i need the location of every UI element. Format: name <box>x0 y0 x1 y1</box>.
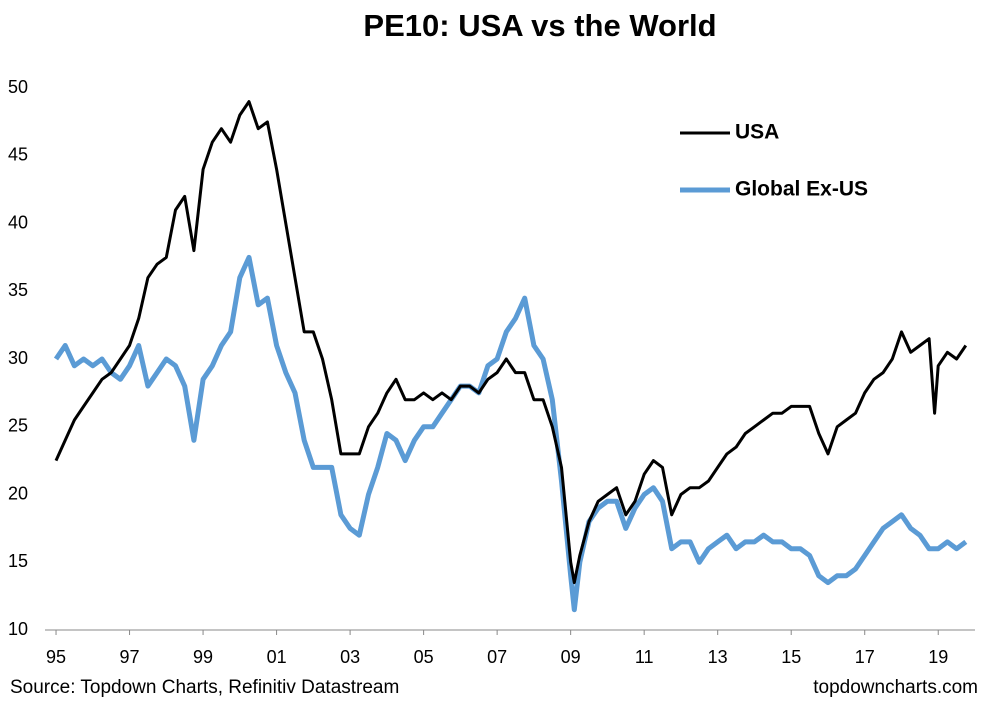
x-tick-label: 97 <box>120 647 140 667</box>
chart-title: PE10: USA vs the World <box>363 8 716 43</box>
line-series <box>54 100 968 585</box>
x-tick-label: 99 <box>193 647 213 667</box>
watermark: topdowncharts.com <box>813 677 978 698</box>
x-tick-label: 11 <box>635 647 654 667</box>
y-tick-label: 25 <box>8 416 28 436</box>
x-tick-label: 17 <box>855 647 875 667</box>
line-series <box>53 254 968 613</box>
legend-label: USA <box>735 121 779 144</box>
x-tick-label: 07 <box>487 647 507 667</box>
y-tick-label: 40 <box>8 212 28 232</box>
y-tick-label: 15 <box>8 551 28 571</box>
y-tick-label: 10 <box>8 619 28 639</box>
x-tick-label: 01 <box>267 647 287 667</box>
x-tick-label: 09 <box>561 647 581 667</box>
source: Source: Topdown Charts, Refinitiv Datast… <box>10 677 399 698</box>
legend-label: Global Ex-US <box>735 178 868 201</box>
x-tick-label: 03 <box>340 647 360 667</box>
x-tick-label: 95 <box>46 647 66 667</box>
x-tick-label: 19 <box>928 647 948 667</box>
x-tick-label: 13 <box>708 647 728 667</box>
y-tick-label: 20 <box>8 483 28 503</box>
y-tick-label: 45 <box>8 145 28 165</box>
x-tick-label: 05 <box>414 647 434 667</box>
y-tick-label: 35 <box>8 280 28 300</box>
y-tick-label: 50 <box>8 77 28 97</box>
y-tick-label: 30 <box>8 348 28 368</box>
x-tick-label: 15 <box>781 647 801 667</box>
